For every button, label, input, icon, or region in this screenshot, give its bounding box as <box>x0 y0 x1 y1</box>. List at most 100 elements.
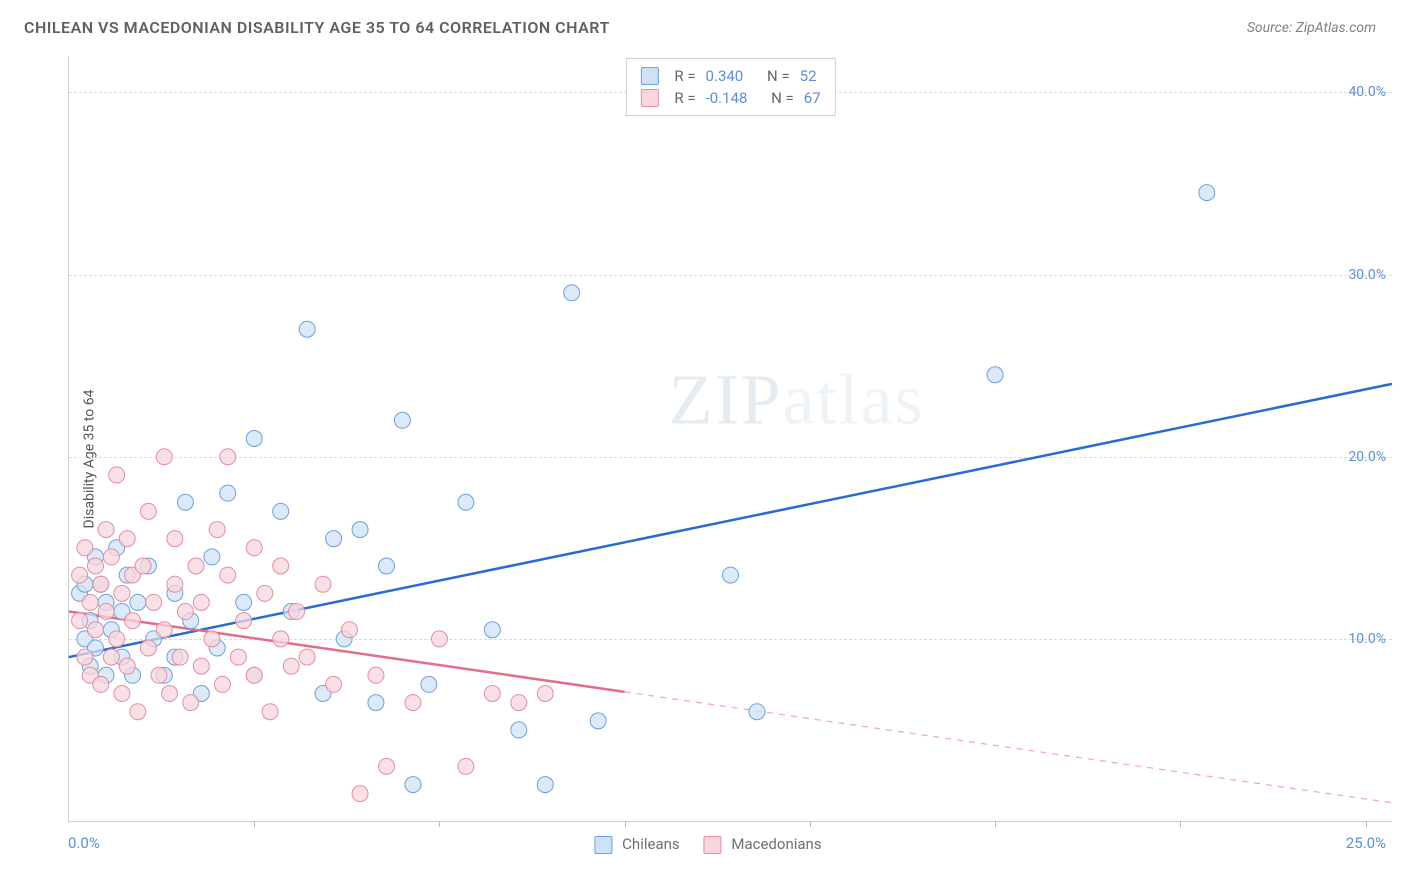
scatter-point <box>82 594 98 610</box>
scatter-point <box>405 777 421 793</box>
x-axis-origin-label: 0.0% <box>68 834 100 852</box>
legend-item: Chileans <box>594 835 679 854</box>
x-tick <box>810 821 811 827</box>
scatter-point <box>114 585 130 601</box>
scatter-point <box>315 576 331 592</box>
scatter-point <box>262 704 278 720</box>
scatter-point <box>220 449 236 465</box>
source-attribution: Source: ZipAtlas.com <box>1247 20 1376 36</box>
stat-r-value: -0.148 <box>706 89 748 107</box>
scatter-point <box>431 631 447 647</box>
scatter-point <box>987 367 1003 383</box>
scatter-point <box>156 622 172 638</box>
scatter-point <box>162 686 178 702</box>
scatter-point <box>204 549 220 565</box>
x-tick <box>254 821 255 827</box>
correlation-stats-box: R = 0.340 N = 52 R = -0.148 N = 67 <box>625 58 835 116</box>
stat-r-value: 0.340 <box>706 67 744 85</box>
scatter-point <box>177 494 193 510</box>
legend-swatch <box>594 836 612 854</box>
stat-n-label: N = <box>771 89 794 107</box>
scatter-point <box>130 704 146 720</box>
scatter-point <box>394 412 410 428</box>
series-swatch <box>640 89 658 107</box>
scatter-point <box>273 503 289 519</box>
scatter-point <box>119 658 135 674</box>
scatter-point <box>93 576 109 592</box>
chart-container: Disability Age 35 to 64 ZIPatlas R = 0.3… <box>24 56 1392 862</box>
scatter-point <box>77 540 93 556</box>
plot-area: ZIPatlas R = 0.340 N = 52 R = -0.148 N =… <box>68 56 1392 822</box>
scatter-point <box>379 758 395 774</box>
scatter-point <box>93 676 109 692</box>
scatter-point <box>193 594 209 610</box>
scatter-point <box>177 604 193 620</box>
legend-label: Macedonians <box>731 835 821 853</box>
scatter-point <box>130 594 146 610</box>
scatter-point <box>273 558 289 574</box>
scatter-point <box>723 567 739 583</box>
scatter-point <box>537 686 553 702</box>
scatter-point <box>193 658 209 674</box>
scatter-point <box>119 531 135 547</box>
scatter-point <box>236 594 252 610</box>
scatter-point <box>87 622 103 638</box>
legend-item: Macedonians <box>704 835 822 854</box>
scatter-point <box>167 531 183 547</box>
scatter-point <box>537 777 553 793</box>
scatter-point <box>109 631 125 647</box>
scatter-point <box>246 540 262 556</box>
scatter-point <box>220 567 236 583</box>
scatter-point <box>98 604 114 620</box>
scatter-point <box>511 722 527 738</box>
scatter-point <box>405 695 421 711</box>
scatter-point <box>1199 185 1215 201</box>
scatter-points-layer <box>69 56 1392 821</box>
scatter-point <box>98 522 114 538</box>
stat-n-value: 67 <box>804 89 821 107</box>
scatter-point <box>564 285 580 301</box>
scatter-point <box>204 631 220 647</box>
scatter-point <box>140 640 156 656</box>
x-tick <box>439 821 440 827</box>
x-axis-max-label: 25.0% <box>1346 834 1386 852</box>
scatter-point <box>283 658 299 674</box>
scatter-point <box>352 786 368 802</box>
stat-n-value: 52 <box>800 67 817 85</box>
scatter-point <box>172 649 188 665</box>
scatter-point <box>299 649 315 665</box>
scatter-point <box>114 686 130 702</box>
scatter-point <box>167 576 183 592</box>
scatter-point <box>326 676 342 692</box>
x-tick <box>1180 821 1181 827</box>
scatter-point <box>484 686 500 702</box>
x-tick <box>625 821 626 827</box>
scatter-point <box>484 622 500 638</box>
scatter-point <box>379 558 395 574</box>
legend-swatch <box>704 836 722 854</box>
stat-r-label: R = <box>674 67 695 85</box>
scatter-point <box>214 676 230 692</box>
chart-title: CHILEAN VS MACEDONIAN DISABILITY AGE 35 … <box>24 18 610 37</box>
scatter-point <box>140 503 156 519</box>
legend-label: Chileans <box>622 835 679 853</box>
scatter-point <box>156 449 172 465</box>
stat-n-label: N = <box>767 67 790 85</box>
scatter-point <box>421 676 437 692</box>
scatter-point <box>246 667 262 683</box>
stat-r-label: R = <box>674 89 695 107</box>
scatter-point <box>220 485 236 501</box>
scatter-point <box>273 631 289 647</box>
scatter-point <box>77 649 93 665</box>
scatter-point <box>230 649 246 665</box>
scatter-point <box>236 613 252 629</box>
scatter-point <box>590 713 606 729</box>
scatter-point <box>299 321 315 337</box>
scatter-point <box>72 567 88 583</box>
scatter-point <box>458 494 474 510</box>
scatter-point <box>103 549 119 565</box>
scatter-point <box>511 695 527 711</box>
stats-row: R = -0.148 N = 67 <box>640 87 820 109</box>
scatter-point <box>749 704 765 720</box>
series-swatch <box>640 67 658 85</box>
